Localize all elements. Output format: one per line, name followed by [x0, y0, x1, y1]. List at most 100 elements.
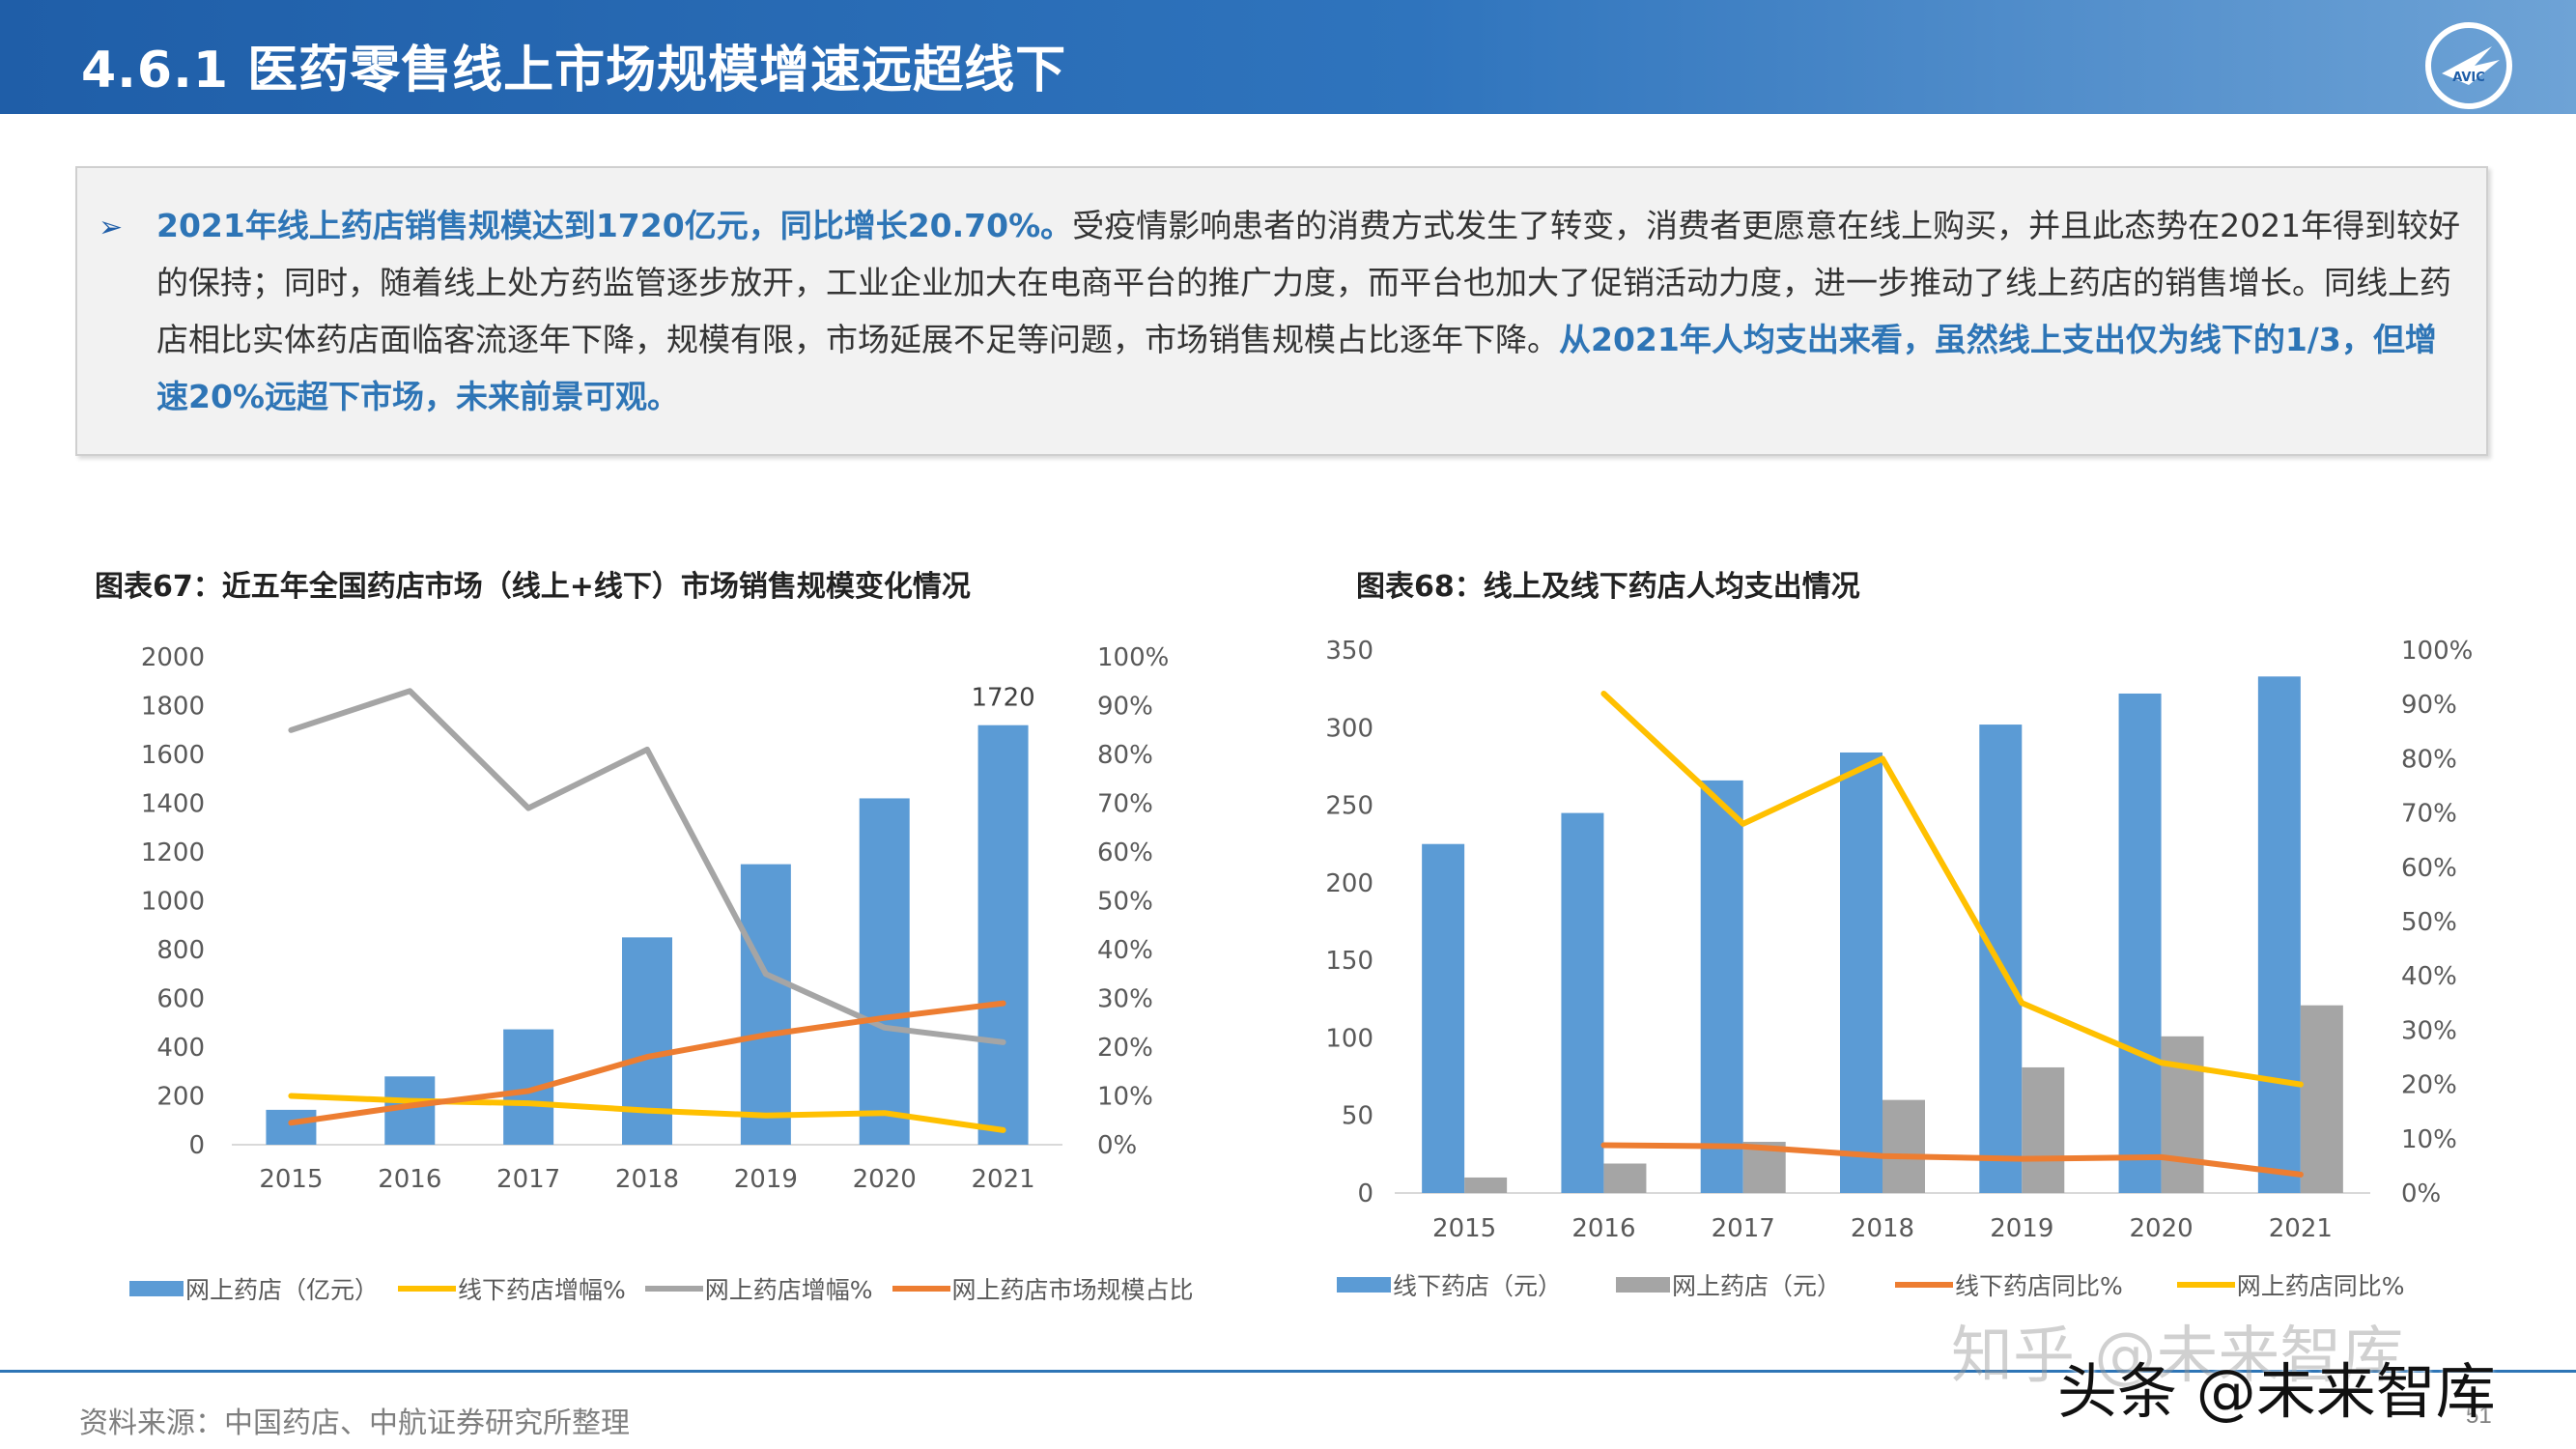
line-series-3	[288, 1000, 1006, 1126]
x-tick-label: 2021	[2269, 1214, 2333, 1243]
y2-tick-label: 40%	[2401, 962, 2457, 991]
legend-item: 线下药店同比%	[1895, 1267, 2123, 1302]
y2-tick-label: 70%	[2401, 800, 2457, 829]
x-tick-label: 2016	[1571, 1214, 1635, 1243]
line-series-1	[288, 1093, 1006, 1133]
x-tick-label: 2020	[853, 1165, 917, 1194]
summary-text: 2021年线上药店销售规模达到1720亿元，同比增长20.70%。受疫情影响患者…	[156, 197, 2465, 425]
bar-1	[740, 864, 791, 1145]
bar-1	[977, 724, 1029, 1145]
footer-divider	[0, 1370, 2576, 1373]
x-tick-label: 2018	[1851, 1214, 1914, 1243]
chart2-legend: 线下药店（元） 网上药店（元） 线下药店同比% 网上药店同比%	[1337, 1267, 2459, 1302]
summary-box: ➢ 2021年线上药店销售规模达到1720亿元，同比增长20.70%。受疫情影响…	[75, 166, 2488, 456]
y2-tick-label: 60%	[2401, 854, 2457, 883]
y-tick-label: 400	[156, 1034, 205, 1063]
summary-body: 受疫情影响患者的消费方式发生了转变，消费者更愿意在线上购买，并且此态势在2021…	[156, 207, 2461, 358]
y2-tick-label: 50%	[2401, 908, 2457, 937]
y-tick-label: 1400	[141, 790, 205, 819]
bar-2	[2022, 1066, 2065, 1193]
page-title: 4.6.1 医药零售线上市场规模增速远超线下	[81, 42, 1067, 99]
y2-tick-label: 100%	[1097, 643, 1169, 672]
y-tick-label: 100	[1325, 1024, 1373, 1053]
y-tick-label: 1000	[141, 888, 205, 917]
y-tick-label: 2000	[141, 643, 205, 672]
legend-swatch	[398, 1286, 457, 1292]
bar-2	[1464, 1177, 1508, 1193]
y2-tick-label: 60%	[1097, 838, 1153, 867]
y-tick-label: 350	[1325, 637, 1373, 666]
chart2-title: 图表68：线上及线下药店人均支出情况	[1356, 570, 1860, 604]
bar-1	[2118, 693, 2162, 1193]
legend-label: 网上药店增幅%	[704, 1276, 873, 1304]
y-tick-label: 1600	[141, 741, 205, 770]
summary-highlight-1: 2021年线上药店销售规模达到1720亿元，同比增长20.70%。	[156, 207, 1073, 244]
line-series-2	[288, 688, 1006, 1045]
page-number: 51	[2466, 1403, 2492, 1429]
y-tick-label: 300	[1325, 714, 1373, 743]
logo-text: AVIC	[2452, 71, 2485, 85]
y2-tick-label: 100%	[2401, 637, 2473, 666]
legend-swatch	[644, 1286, 703, 1292]
line-series-2	[1600, 691, 2304, 1088]
legend-item: 网上药店增幅%	[644, 1271, 873, 1306]
bar-1	[1979, 724, 2023, 1193]
x-tick-label: 2019	[734, 1165, 798, 1194]
chart1-legend: 网上药店（亿元） 线下药店增幅% 网上药店增幅% 网上药店市场规模占比	[129, 1271, 1213, 1306]
bar-2	[1882, 1099, 1925, 1193]
y-tick-label: 0	[1357, 1179, 1373, 1208]
y2-tick-label: 20%	[2401, 1071, 2457, 1100]
legend-item: 网上药店同比%	[2176, 1267, 2405, 1302]
chart2-plot: 0 50 100 150 200 250 300 350 0% 10% 20% 30% 40% 50% 60…	[1325, 637, 2473, 1243]
bar-2	[1603, 1163, 1647, 1193]
x-tick-label: 2021	[971, 1165, 1034, 1194]
legend-label: 网上药店（元）	[1672, 1272, 1842, 1300]
x-tick-label: 2017	[1712, 1214, 1775, 1243]
bar-1	[2257, 676, 2301, 1193]
legend-swatch	[1895, 1282, 1954, 1288]
legend-item: 线下药店增幅%	[398, 1271, 626, 1306]
watermark-zhihu: 知乎 @未来智库	[1951, 1321, 2404, 1392]
x-tick-label: 2017	[496, 1165, 560, 1194]
y2-tick-label: 0%	[2401, 1179, 2441, 1208]
y-tick-label: 200	[1325, 869, 1373, 898]
legend-item: 网上药店市场规模占比	[892, 1271, 1194, 1306]
watermark-toutiao: 头条 @未来智库	[2057, 1356, 2496, 1427]
legend-swatch	[2176, 1282, 2235, 1288]
legend-label: 网上药店同比%	[2236, 1272, 2405, 1300]
legend-label: 线下药店（元）	[1393, 1272, 1563, 1300]
chart1-plot: 0 200 400 600 800 1000 1200 1400 1600 1800 2000 0% 1…	[141, 643, 1170, 1194]
legend-label: 网上药店（亿元）	[185, 1276, 380, 1304]
chart1-title: 图表67：近五年全国药店市场（线上+线下）市场销售规模变化情况	[95, 570, 971, 604]
legend-swatch	[1337, 1277, 1391, 1293]
y-tick-label: 150	[1325, 947, 1373, 976]
y-tick-label: 0	[188, 1131, 205, 1160]
y2-tick-label: 90%	[2401, 691, 2457, 720]
legend-item: 线下药店（元）	[1337, 1267, 1562, 1302]
data-label: 1720	[971, 684, 1034, 713]
legend-item: 网上药店（元）	[1616, 1267, 1841, 1302]
y2-tick-label: 70%	[1097, 790, 1153, 819]
y-tick-label: 800	[156, 936, 205, 965]
y2-tick-label: 40%	[1097, 936, 1153, 965]
summary-highlight-2: 从2021年人均支出来看，虽然线上支出仅为线下的1/3，但增速20%远超下市场，…	[156, 321, 2437, 415]
bar-1	[1561, 812, 1604, 1193]
x-tick-label: 2016	[378, 1165, 441, 1194]
legend-label: 线下药店同比%	[1955, 1272, 2123, 1300]
y2-tick-label: 30%	[2401, 1016, 2457, 1045]
legend-label: 线下药店增幅%	[458, 1276, 626, 1304]
y2-tick-label: 30%	[1097, 985, 1153, 1014]
y2-tick-label: 20%	[1097, 1034, 1153, 1063]
y2-tick-label: 10%	[2401, 1125, 2457, 1154]
y-tick-label: 1200	[141, 838, 205, 867]
bar-1	[1422, 843, 1465, 1193]
y2-tick-label: 80%	[1097, 741, 1153, 770]
y2-tick-label: 50%	[1097, 888, 1153, 917]
header-bar: 4.6.1 医药零售线上市场规模增速远超线下 AVIC	[0, 0, 2576, 114]
line-series-1	[1600, 1142, 2304, 1178]
y2-tick-label: 90%	[1097, 693, 1153, 722]
bullet-arrow-icon: ➢	[99, 212, 124, 243]
y-tick-label: 250	[1325, 792, 1373, 821]
avic-logo-icon: AVIC	[2425, 22, 2512, 109]
y2-tick-label: 0%	[1097, 1131, 1137, 1160]
